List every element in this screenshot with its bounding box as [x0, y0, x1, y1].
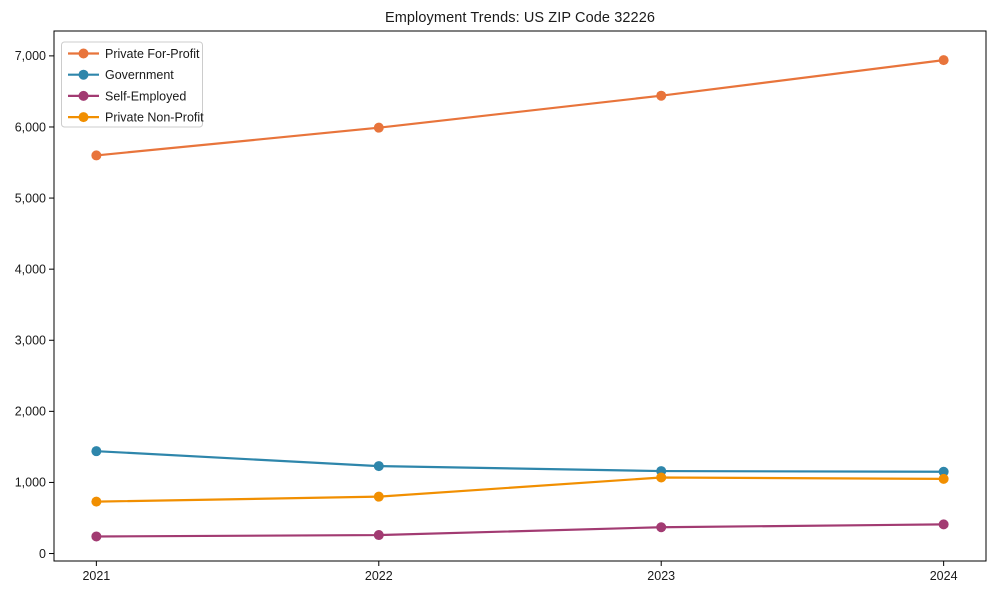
data-point-marker [91, 446, 102, 457]
legend-item-label: Private Non-Profit [105, 111, 204, 125]
legend-item: Government [68, 68, 174, 82]
data-point-marker [373, 530, 384, 541]
data-point-marker [656, 472, 667, 483]
data-point-marker [938, 466, 949, 477]
y-axis-tick-label: 2,000 [15, 405, 46, 419]
y-axis-tick-label: 6,000 [15, 120, 46, 134]
y-axis-tick-label: 0 [39, 547, 46, 561]
legend-item: Self-Employed [68, 89, 186, 103]
data-point-marker [91, 496, 102, 507]
y-axis-tick-label: 4,000 [15, 262, 46, 276]
series-line-private-for-profit [95, 59, 945, 157]
y-axis-tick-label: 1,000 [15, 476, 46, 490]
data-point-marker [938, 55, 949, 66]
legend: Private For-Profit Government Self-Employe… [61, 41, 204, 128]
data-point-marker [373, 461, 384, 472]
legend-marker-icon [78, 112, 89, 123]
y-axis-tick-label: 7,000 [15, 49, 46, 63]
x-axis-tick-label: 2024 [930, 569, 958, 583]
legend-box [61, 41, 203, 128]
legend-marker-icon [78, 90, 89, 101]
y-axis-tick-label: 5,000 [15, 191, 46, 205]
legend-item-label: Private For-Profit [105, 47, 200, 61]
legend-item-label: Government [105, 68, 174, 82]
data-point-marker [656, 522, 667, 533]
data-point-marker [938, 473, 949, 484]
data-point-marker [656, 90, 667, 101]
data-point-marker [938, 519, 949, 530]
legend-marker-icon [78, 48, 89, 59]
x-axis-tick-label: 2022 [365, 569, 393, 583]
legend-marker-icon [78, 69, 89, 80]
legend-item: Private For-Profit [68, 47, 200, 61]
data-point-marker [373, 491, 384, 502]
x-axis-tick-label: 2023 [647, 569, 675, 583]
legend-item: Private Non-Profit [68, 111, 204, 125]
x-axis-tick-label: 2021 [82, 569, 110, 583]
series-line-private-non-profit [95, 476, 945, 503]
series-line-government [95, 450, 945, 473]
legend-item-label: Self-Employed [105, 89, 186, 103]
data-point-marker [91, 531, 102, 542]
chart-title: Employment Trends: US ZIP Code 32226 [384, 10, 656, 26]
y-axis-tick-label: 3,000 [15, 334, 46, 348]
plot-frame [53, 30, 987, 562]
data-point-marker [91, 150, 102, 161]
series-line-self-employed [95, 523, 945, 538]
data-point-marker [373, 122, 384, 133]
